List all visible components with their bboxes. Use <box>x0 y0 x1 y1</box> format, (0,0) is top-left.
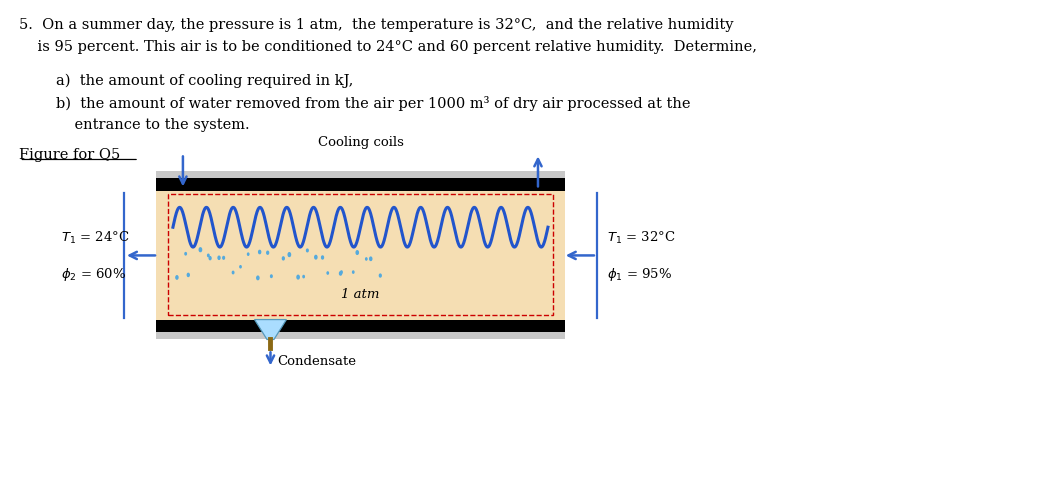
Ellipse shape <box>176 276 178 280</box>
Ellipse shape <box>315 256 317 260</box>
Ellipse shape <box>257 277 259 280</box>
Text: 5.  On a summer day, the pressure is 1 atm,  the temperature is 32°C,  and the r: 5. On a summer day, the pressure is 1 at… <box>19 18 734 32</box>
Ellipse shape <box>321 256 324 260</box>
Ellipse shape <box>266 252 268 255</box>
Ellipse shape <box>208 255 209 257</box>
Bar <box>156 172 564 340</box>
Ellipse shape <box>209 257 211 260</box>
Ellipse shape <box>369 258 371 261</box>
Text: $T_1$ = 24°C: $T_1$ = 24°C <box>62 230 129 246</box>
Ellipse shape <box>247 254 249 256</box>
Ellipse shape <box>303 276 305 278</box>
Text: entrance to the system.: entrance to the system. <box>56 118 250 131</box>
Ellipse shape <box>366 258 367 261</box>
Bar <box>156 192 564 320</box>
Ellipse shape <box>380 275 381 278</box>
Text: is 95 percent. This air is to be conditioned to 24°C and 60 percent relative hum: is 95 percent. This air is to be conditi… <box>19 40 758 54</box>
Ellipse shape <box>289 253 291 257</box>
Ellipse shape <box>341 271 343 274</box>
Ellipse shape <box>232 272 233 274</box>
Ellipse shape <box>327 272 329 275</box>
Ellipse shape <box>240 266 241 268</box>
Ellipse shape <box>340 272 342 276</box>
Ellipse shape <box>297 276 299 279</box>
Text: Cooling coils: Cooling coils <box>317 135 403 148</box>
Bar <box>156 179 564 192</box>
Text: $\phi_2$ = 60%: $\phi_2$ = 60% <box>62 266 126 283</box>
Ellipse shape <box>219 257 220 260</box>
Ellipse shape <box>199 248 202 252</box>
Ellipse shape <box>185 253 187 255</box>
Ellipse shape <box>188 274 189 277</box>
Ellipse shape <box>271 275 273 278</box>
Ellipse shape <box>223 257 225 260</box>
Ellipse shape <box>282 257 284 260</box>
Bar <box>168 195 553 315</box>
Bar <box>156 320 564 333</box>
Text: a)  the amount of cooling required in kJ,: a) the amount of cooling required in kJ, <box>56 74 353 88</box>
Ellipse shape <box>352 271 354 274</box>
Ellipse shape <box>259 251 261 254</box>
Text: Condensate: Condensate <box>278 354 356 367</box>
Text: $T_1$ = 32°C: $T_1$ = 32°C <box>607 230 676 246</box>
Ellipse shape <box>356 251 359 255</box>
Text: Figure for Q5: Figure for Q5 <box>19 147 121 161</box>
Ellipse shape <box>307 249 308 252</box>
Text: $\phi_1$ = 95%: $\phi_1$ = 95% <box>607 266 672 283</box>
Polygon shape <box>255 320 286 340</box>
Text: b)  the amount of water removed from the air per 1000 m³ of dry air processed at: b) the amount of water removed from the … <box>56 96 691 111</box>
Text: 1 atm: 1 atm <box>342 287 380 300</box>
